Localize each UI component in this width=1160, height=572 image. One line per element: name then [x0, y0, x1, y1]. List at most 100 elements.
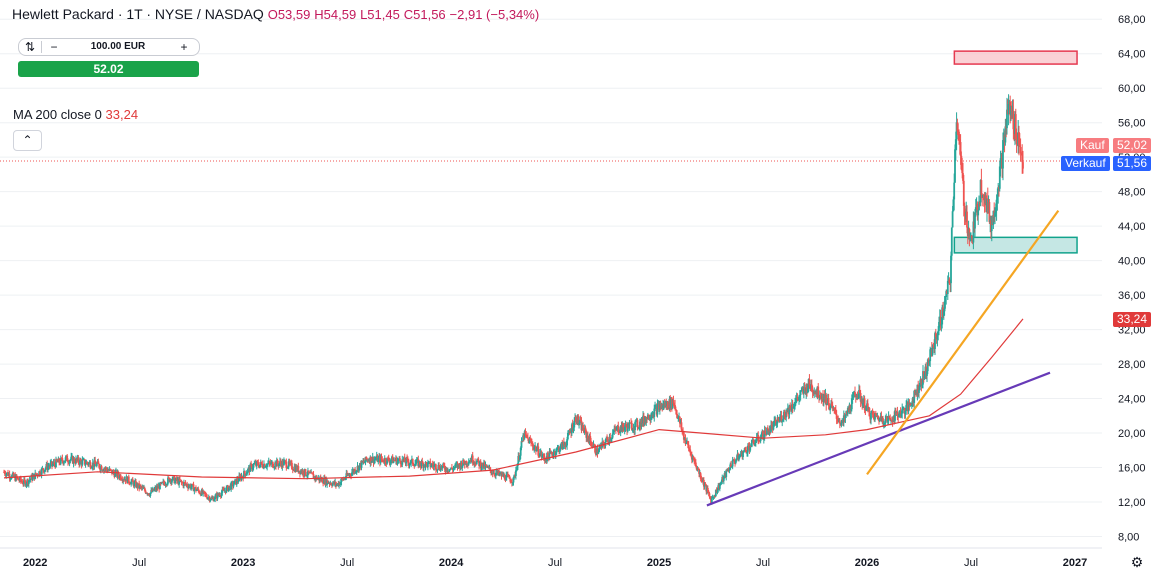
candle-body: [844, 414, 847, 419]
candle-body: [970, 236, 973, 238]
candle-body: [931, 346, 934, 355]
candle-body: [606, 439, 609, 443]
candle-body: [458, 463, 461, 465]
candle-body: [53, 462, 56, 465]
candle-body: [452, 468, 455, 471]
x-tick-label: 2022: [23, 557, 47, 569]
candle-body: [267, 463, 269, 465]
candle-body: [623, 427, 626, 431]
candle-body: [512, 477, 515, 483]
candle-body: [243, 471, 246, 474]
candle-body: [871, 412, 874, 415]
candle-body: [24, 481, 27, 486]
candle-body: [86, 461, 89, 464]
candle-body: [630, 423, 633, 431]
candle-body: [874, 413, 876, 420]
candle-body: [706, 488, 709, 492]
candle-body: [540, 451, 543, 457]
candle-body: [1018, 132, 1020, 145]
candle-body: [161, 482, 164, 484]
candle-body: [273, 466, 276, 468]
candle-body: [549, 451, 552, 453]
candle-body: [903, 407, 906, 414]
candle-body: [392, 460, 395, 464]
candle-body: [411, 458, 414, 465]
candle-body: [594, 444, 596, 453]
candle-body: [471, 455, 474, 464]
candle-body: [302, 470, 305, 475]
candle-body: [55, 459, 57, 468]
candle-body: [509, 478, 512, 482]
candle-body: [764, 430, 767, 435]
candle-body: [252, 463, 255, 468]
candle-body: [901, 408, 904, 414]
quantity-stepper[interactable]: ⇅ − 100.00 EUR +: [18, 38, 200, 56]
quantity-value[interactable]: 100.00 EUR: [90, 41, 146, 52]
minus-icon[interactable]: −: [50, 40, 58, 54]
swap-icon[interactable]: ⇅: [24, 40, 36, 54]
candle-body: [622, 423, 624, 428]
y-tick-label: 36,00: [1118, 290, 1146, 302]
candle-body: [465, 461, 468, 465]
candle-body: [813, 391, 816, 394]
candle-body: [666, 401, 669, 408]
candle-body: [219, 496, 222, 498]
candle-body: [12, 473, 15, 477]
candle-body: [954, 149, 956, 183]
candle-body: [656, 404, 659, 415]
candle-body: [772, 422, 775, 430]
candle-body: [81, 459, 84, 465]
candle-body: [149, 492, 152, 496]
x-tick-label: Jul: [964, 557, 978, 569]
candle-body: [8, 473, 11, 479]
candle-body: [744, 448, 747, 451]
candle-body: [358, 465, 361, 471]
buy-price-button[interactable]: 52.02: [18, 61, 199, 77]
x-tick-label: 2023: [231, 557, 255, 569]
grid-lines: [0, 18, 1102, 537]
candle-body: [877, 415, 880, 419]
candle-body: [647, 414, 650, 420]
candle-body: [585, 430, 588, 438]
candle-body: [511, 482, 514, 484]
ma-legend: MA 200 close 0 33,24: [13, 107, 138, 122]
candle-body: [192, 484, 195, 492]
candle-body: [268, 461, 271, 463]
candle-body: [702, 479, 705, 487]
candle-body: [688, 448, 691, 450]
candle-body: [513, 474, 516, 478]
candle-body: [531, 443, 534, 447]
y-tick-label: 24,00: [1118, 394, 1146, 406]
ohlc-open: O53,59: [267, 7, 311, 22]
candle-body: [684, 438, 687, 444]
candle-body: [246, 472, 249, 474]
candle-body: [1012, 110, 1015, 130]
candle-body: [910, 403, 912, 406]
candle-body: [321, 478, 324, 483]
plus-icon[interactable]: +: [180, 40, 188, 54]
candle-body: [415, 462, 417, 464]
candle-body: [247, 468, 249, 473]
candle-body: [969, 237, 972, 240]
candle-body: [375, 459, 377, 461]
candle-body: [977, 210, 980, 216]
candle-body: [44, 467, 47, 470]
candle-body: [571, 424, 574, 431]
ma-line: [3, 318, 1024, 480]
candle-body: [995, 199, 998, 210]
candle-body: [1015, 139, 1018, 144]
candle-body: [193, 488, 196, 492]
candle-body: [695, 466, 698, 470]
candle-body: [725, 470, 728, 478]
candle-body: [857, 397, 860, 399]
candle-body: [728, 469, 731, 471]
settings-icon[interactable]: ⚙: [1130, 554, 1144, 570]
candle-body: [905, 405, 908, 411]
candle-body: [427, 462, 429, 468]
candle-body: [762, 430, 764, 440]
candle-body: [207, 497, 209, 499]
collapse-button[interactable]: ⌃: [13, 130, 42, 151]
candle-body: [562, 441, 565, 445]
candle-body: [195, 490, 198, 492]
